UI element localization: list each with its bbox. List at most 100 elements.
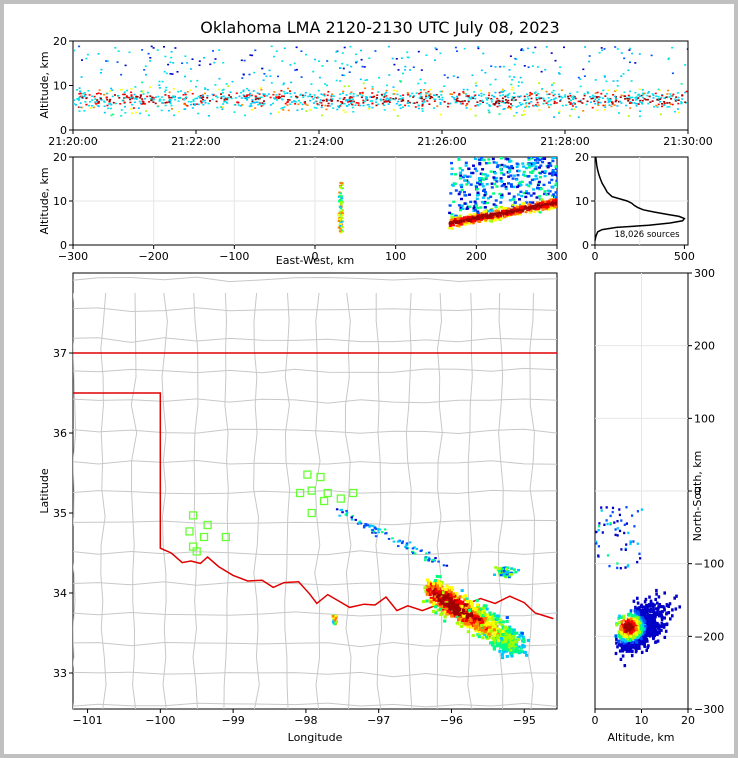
ew-source <box>471 217 475 220</box>
time-height-source <box>170 51 173 53</box>
time-height-source <box>355 102 358 104</box>
time-height-y-tick-label: 0 <box>60 124 67 137</box>
time-height-source <box>281 60 284 62</box>
ns-source <box>646 645 649 650</box>
ns-source <box>624 566 627 569</box>
plan-source <box>477 626 481 630</box>
time-height-source <box>607 89 610 92</box>
ns-source <box>624 548 627 551</box>
time-height-source <box>620 52 623 54</box>
time-height-source <box>162 99 165 101</box>
plan-source <box>466 600 470 603</box>
ew-source <box>341 213 344 216</box>
time-height-source <box>163 46 165 48</box>
time-height-source <box>652 94 655 97</box>
plan-source <box>475 603 480 607</box>
ns-source <box>660 615 664 619</box>
time-height-source <box>131 112 134 114</box>
lma-station-marker <box>323 488 332 498</box>
time-height-source <box>567 95 570 98</box>
time-height-source <box>273 98 276 100</box>
time-height-source <box>447 102 450 105</box>
time-height-source <box>109 98 112 101</box>
ew-source <box>338 216 342 219</box>
ew-source <box>463 179 467 182</box>
ns-source <box>626 647 629 651</box>
ew-source <box>525 206 529 209</box>
time-height-source <box>467 100 470 103</box>
time-height-source <box>597 101 600 104</box>
ew-source <box>475 187 479 191</box>
ns-source <box>667 611 671 615</box>
time-height-source <box>100 68 103 71</box>
time-height-source <box>516 95 519 98</box>
plan-source <box>502 574 506 577</box>
time-height-source <box>137 107 140 109</box>
time-height-source <box>251 101 254 104</box>
time-height-source <box>326 105 329 107</box>
ns-source <box>623 632 627 637</box>
plan-source <box>505 567 508 571</box>
ns-source <box>644 625 647 629</box>
time-height-source <box>275 50 278 52</box>
county-line <box>528 292 535 709</box>
time-height-source <box>586 91 589 93</box>
ew-source <box>528 163 531 167</box>
time-height-source <box>186 105 189 107</box>
time-height-source <box>391 57 394 60</box>
time-height-source <box>383 96 386 98</box>
ns-source <box>645 621 649 626</box>
county-line <box>73 519 557 526</box>
time-height-source <box>402 94 405 96</box>
time-height-source <box>103 111 106 114</box>
ew-source <box>503 183 506 186</box>
time-height-source <box>145 73 147 76</box>
ew-source <box>558 202 561 204</box>
time-height-source <box>204 92 206 95</box>
time-height-source <box>79 102 82 104</box>
plan-source <box>471 614 475 618</box>
plan-source <box>344 513 348 516</box>
time-height-source <box>385 98 388 100</box>
ew-source <box>558 206 561 208</box>
time-height-source <box>269 104 272 106</box>
plan-source <box>475 599 479 603</box>
time-height-source <box>569 95 572 97</box>
time-height-source <box>504 95 507 98</box>
ew-source <box>519 183 523 187</box>
ew-source <box>339 221 342 224</box>
ew-source <box>480 201 484 204</box>
time-height-source <box>480 92 483 95</box>
time-height-source <box>428 94 431 96</box>
plan-source <box>435 574 439 578</box>
time-height-source <box>111 95 114 98</box>
plan-source <box>491 620 495 624</box>
plan-source <box>470 603 474 607</box>
time-height-source <box>171 73 174 75</box>
ew-source <box>467 222 471 225</box>
time-height-source <box>540 97 543 99</box>
ew-height-xlabel: East-West, km <box>276 254 354 267</box>
plan-source <box>504 646 508 650</box>
ew-source <box>557 194 560 196</box>
time-height-source <box>314 58 316 61</box>
plan-source <box>387 537 391 540</box>
ew-source <box>515 162 519 165</box>
time-height-source <box>322 99 325 102</box>
ns-source <box>647 613 650 618</box>
plan-source <box>507 646 511 650</box>
ns-source <box>640 608 643 612</box>
ns-source <box>641 637 645 641</box>
plan-source <box>385 532 388 535</box>
time-height-source <box>126 96 128 99</box>
time-height-source <box>165 72 168 75</box>
ew-source <box>545 206 549 209</box>
time-height-source <box>247 89 250 92</box>
time-height-source <box>565 104 568 106</box>
plan-source <box>441 607 445 611</box>
ew-source <box>338 218 341 221</box>
ew-source <box>471 221 475 225</box>
plan-source <box>474 629 478 633</box>
time-height-source <box>106 60 109 62</box>
time-height-source <box>256 92 259 94</box>
